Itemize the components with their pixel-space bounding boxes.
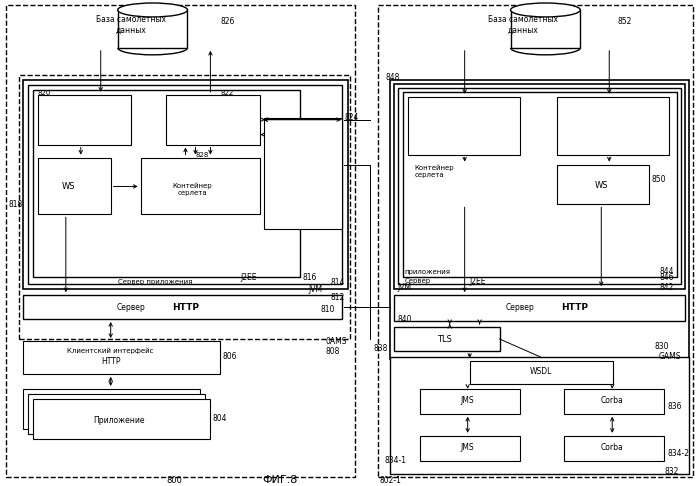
Text: 834-2: 834-2 <box>667 449 689 458</box>
Bar <box>28 394 206 434</box>
Text: JMS: JMS <box>461 443 475 452</box>
Ellipse shape <box>117 3 187 17</box>
Text: 840: 840 <box>398 314 412 324</box>
Text: База самолетных
данных: База самолетных данных <box>489 15 559 35</box>
Text: J2EE: J2EE <box>470 277 486 286</box>
Text: 830: 830 <box>654 343 669 351</box>
Bar <box>408 97 519 155</box>
Text: WS: WS <box>62 182 75 191</box>
Bar <box>23 389 201 429</box>
Text: 816: 816 <box>302 273 317 282</box>
Text: приложения: приложения <box>405 269 451 275</box>
Text: HTTP: HTTP <box>172 303 199 312</box>
Text: 806: 806 <box>222 352 237 362</box>
Bar <box>398 88 681 284</box>
Text: Сервер: Сервер <box>116 303 145 312</box>
Bar <box>33 399 210 439</box>
Text: 848: 848 <box>386 73 401 82</box>
Bar <box>564 389 664 414</box>
Bar <box>140 157 260 214</box>
Bar <box>23 295 342 319</box>
Text: JVM: JVM <box>398 283 412 292</box>
Text: База самолетных
данных: База самолетных данных <box>96 15 166 35</box>
Text: JVM: JVM <box>308 285 322 294</box>
Text: ФИГ.8: ФИГ.8 <box>263 475 298 485</box>
Text: 810: 810 <box>320 305 334 313</box>
Bar <box>420 389 519 414</box>
Bar <box>557 97 669 155</box>
Bar <box>564 436 664 461</box>
Bar <box>557 165 649 205</box>
Text: 818: 818 <box>8 200 22 209</box>
Bar <box>264 118 342 229</box>
Text: 808: 808 <box>325 347 340 356</box>
Ellipse shape <box>510 3 580 17</box>
Bar <box>390 357 689 474</box>
Text: 844: 844 <box>659 267 674 276</box>
Text: 828: 828 <box>196 152 209 157</box>
Text: 800: 800 <box>166 476 182 485</box>
Bar <box>28 85 342 284</box>
Bar <box>117 10 187 48</box>
Bar <box>403 92 677 277</box>
Bar <box>470 361 613 384</box>
Text: 822: 822 <box>220 90 233 96</box>
Bar <box>510 10 580 48</box>
Text: J2EE: J2EE <box>240 273 257 282</box>
Text: 814: 814 <box>330 278 345 287</box>
Bar <box>394 295 685 321</box>
Text: 846: 846 <box>659 273 674 282</box>
Text: HTTP: HTTP <box>561 303 588 312</box>
Text: Контейнер
серлета: Контейнер серлета <box>415 165 454 178</box>
Bar <box>23 341 220 374</box>
Bar <box>38 157 110 214</box>
Text: Контейнер
серлета: Контейнер серлета <box>173 183 212 196</box>
Text: 834-1: 834-1 <box>385 456 407 465</box>
Text: 838: 838 <box>374 345 389 353</box>
Text: Приложение: Приложение <box>93 417 145 425</box>
Text: Сервер: Сервер <box>505 303 534 312</box>
Bar <box>33 90 300 277</box>
Text: 820: 820 <box>38 90 51 96</box>
Text: GAMS: GAMS <box>659 352 682 362</box>
Text: 812: 812 <box>330 293 345 302</box>
Text: JMS: JMS <box>461 396 475 405</box>
Text: HTTP: HTTP <box>101 357 120 366</box>
Text: Сервер приложения: Сервер приложения <box>118 279 193 285</box>
Text: 0AMS: 0AMS <box>325 336 347 346</box>
Text: 852: 852 <box>617 17 632 26</box>
Text: 826: 826 <box>220 17 235 26</box>
Bar <box>6 5 355 477</box>
Bar <box>19 75 350 339</box>
Bar <box>378 5 693 477</box>
Text: Corba: Corba <box>601 396 624 405</box>
Text: WS: WS <box>595 181 608 190</box>
Bar <box>420 436 519 461</box>
Text: 850: 850 <box>651 175 665 184</box>
Text: 836: 836 <box>667 402 682 411</box>
Text: 802-1: 802-1 <box>380 476 402 485</box>
Bar <box>390 80 689 359</box>
Text: Corba: Corba <box>601 443 624 452</box>
Text: 804: 804 <box>212 414 227 423</box>
Bar <box>166 95 260 144</box>
Text: Клиентский интерфейс: Клиентский интерфейс <box>67 347 154 354</box>
Text: TLS: TLS <box>438 334 452 344</box>
Text: Сервер: Сервер <box>405 278 431 284</box>
Text: 824: 824 <box>344 113 359 122</box>
Bar <box>394 327 500 351</box>
Bar <box>394 84 685 289</box>
Bar <box>38 95 131 144</box>
Text: 832: 832 <box>664 467 679 476</box>
Bar <box>23 80 348 289</box>
Text: WSDL: WSDL <box>529 367 552 377</box>
Text: 842: 842 <box>659 283 673 292</box>
